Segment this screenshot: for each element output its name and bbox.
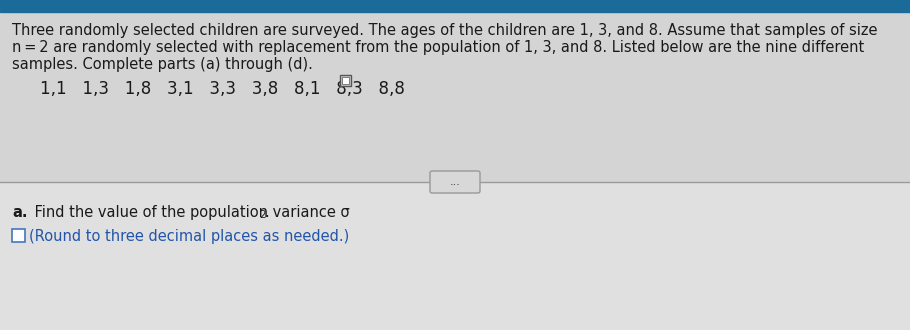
Bar (0, 12, 910, 182)
Bar (12, 229, 25, 242)
Bar (340, 75, 351, 86)
Text: a.: a. (12, 205, 27, 220)
Text: Find the value of the population variance σ: Find the value of the population varianc… (30, 205, 349, 220)
Text: ...: ... (450, 177, 460, 187)
Text: n = 2 are randomly selected with replacement from the population of 1, 3, and 8.: n = 2 are randomly selected with replace… (12, 40, 864, 55)
FancyBboxPatch shape (430, 171, 480, 193)
Text: 2: 2 (259, 210, 266, 220)
Text: .: . (264, 205, 268, 220)
Text: (Round to three decimal places as needed.): (Round to three decimal places as needed… (29, 229, 349, 244)
Bar (0, 182, 910, 330)
Bar (0, 0, 910, 12)
Text: 1,1   1,3   1,8   3,1   3,3   3,8   8,1   8,3   8,8: 1,1 1,3 1,8 3,1 3,3 3,8 8,1 8,3 8,8 (40, 80, 405, 98)
Bar (342, 77, 349, 84)
Text: samples. Complete parts (a) through (d).: samples. Complete parts (a) through (d). (12, 57, 313, 72)
Text: Three randomly selected children are surveyed. The ages of the children are 1, 3: Three randomly selected children are sur… (12, 23, 877, 38)
